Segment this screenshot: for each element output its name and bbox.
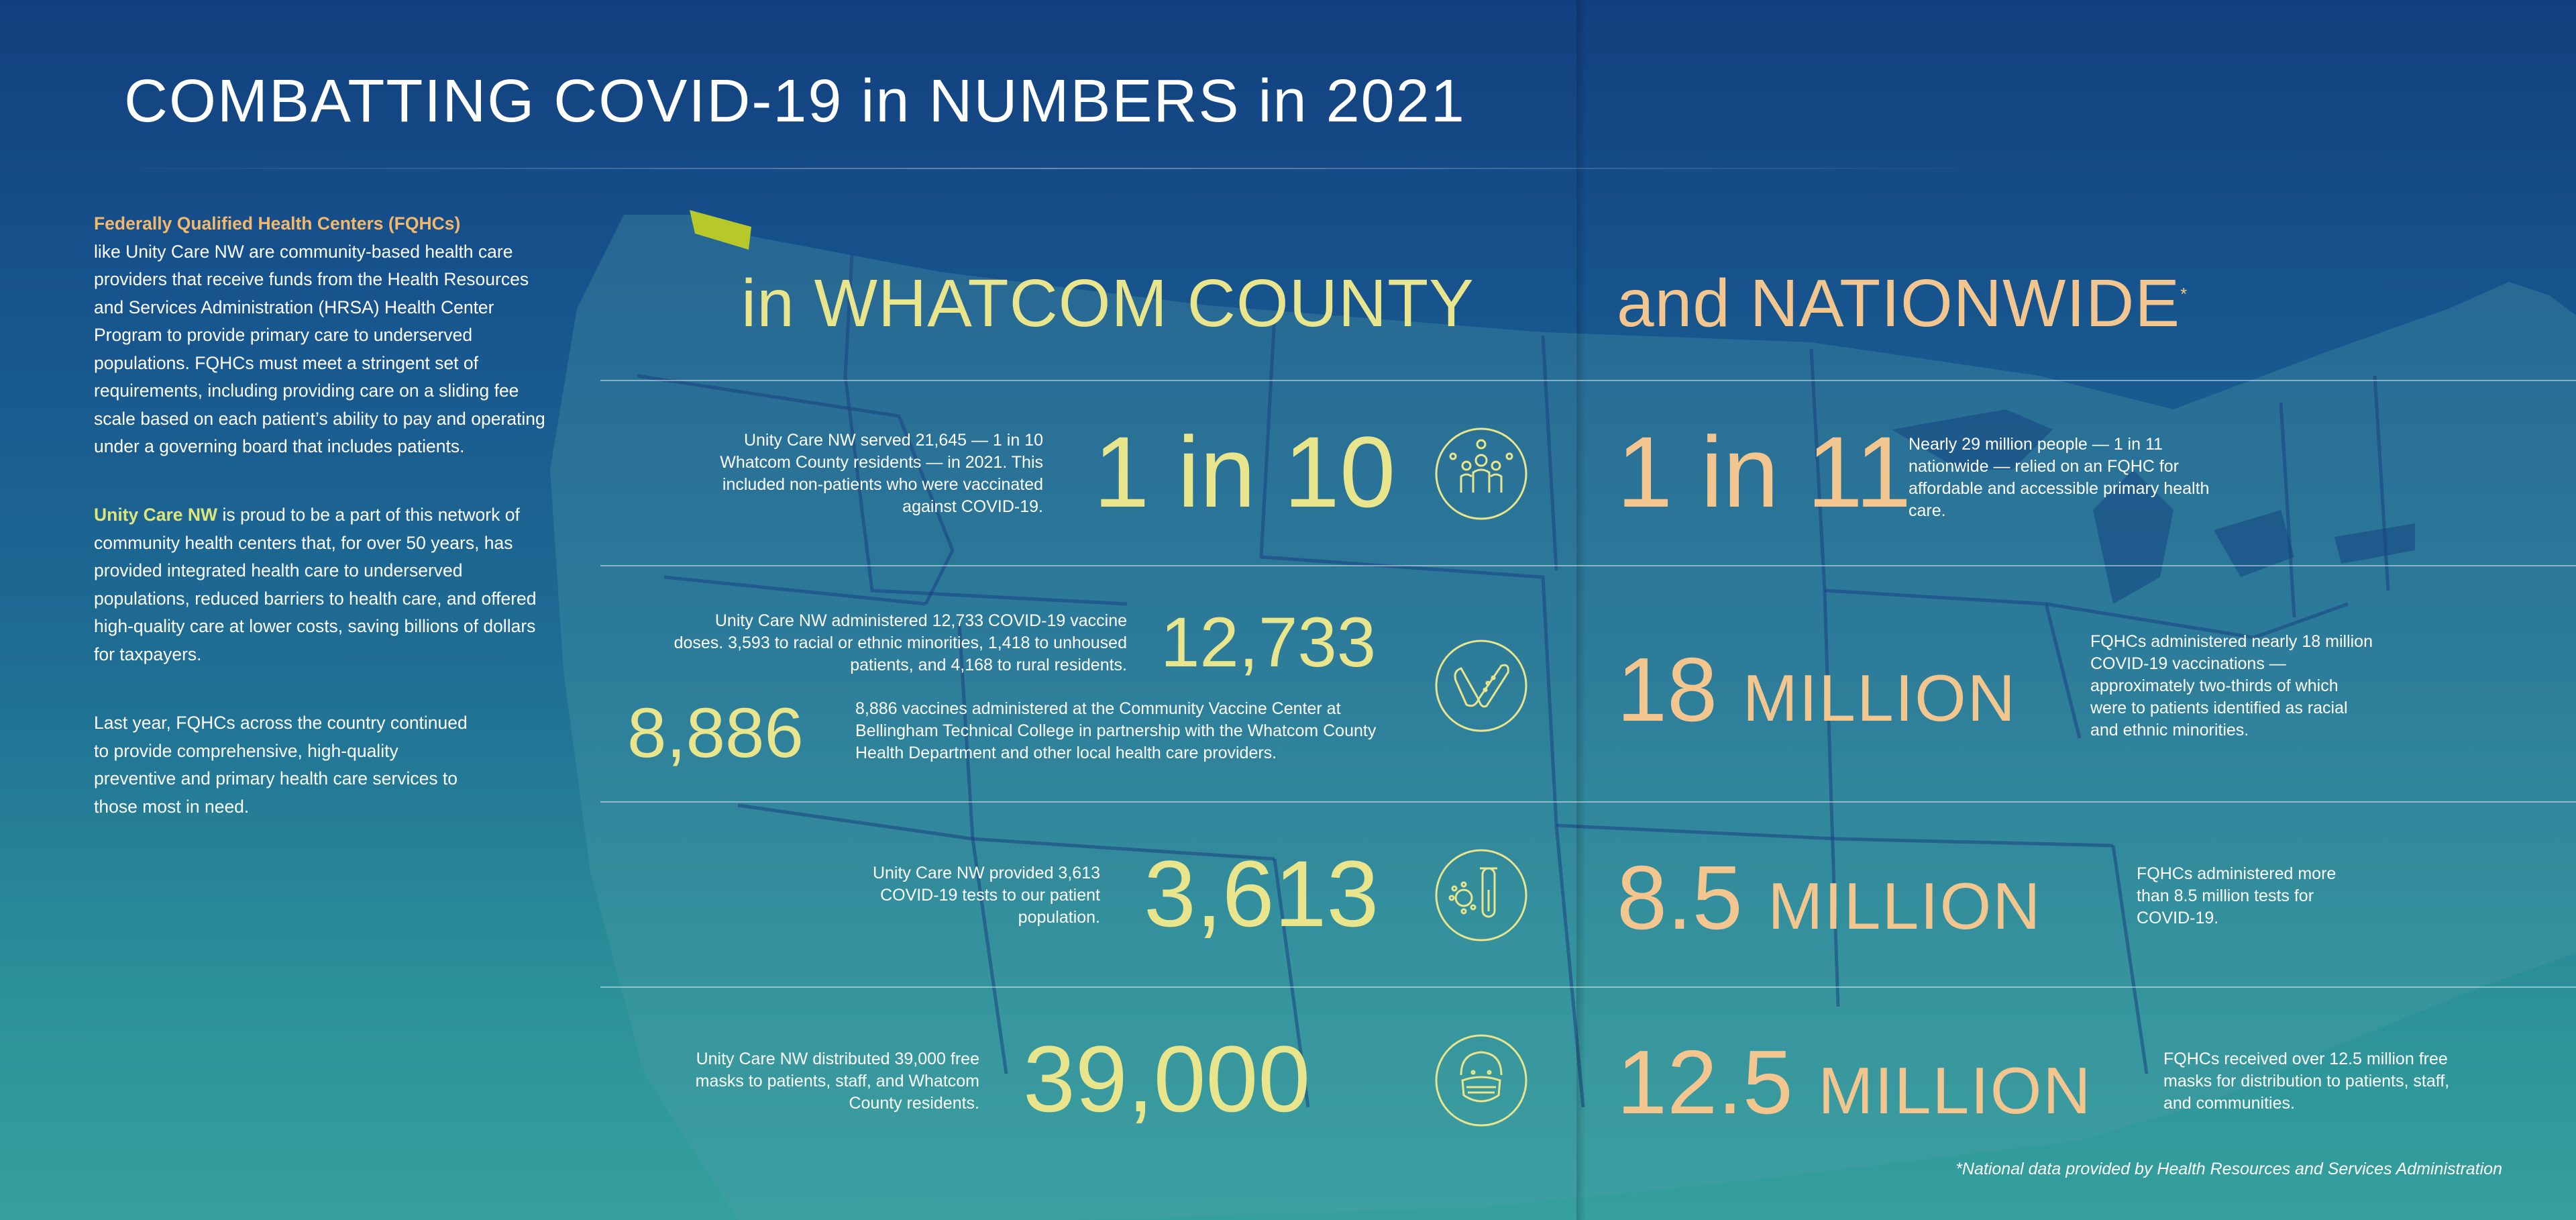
r3-national-description: FQHCs administered more than 8.5 million… bbox=[2137, 864, 2337, 927]
test-tube-virus-icon bbox=[1435, 849, 1527, 942]
whatcom-county-highlight bbox=[690, 210, 751, 250]
intro-fqhc-lead: Federally Qualified Health Centers (FQHC… bbox=[94, 213, 461, 234]
row-divider bbox=[600, 801, 2576, 803]
r1-local-number: 1 in 10 bbox=[1093, 415, 1396, 528]
r2-national-unit: MILLION bbox=[1742, 661, 2017, 735]
heading-nationwide-text: and NATIONWIDE bbox=[1617, 266, 2181, 341]
r2-national-description: FQHCs administered nearly 18 million COV… bbox=[2090, 632, 2373, 740]
r2-national-number: 18 bbox=[1617, 639, 1718, 740]
intro-paragraph-unity: Unity Care NW is proud to be a part of t… bbox=[94, 501, 550, 668]
state-borders bbox=[637, 254, 2390, 1108]
intro-last-year-text: Last year, FQHCs across the country cont… bbox=[94, 713, 468, 817]
great-lakes bbox=[1892, 409, 2415, 604]
heading-nationwide-asterisk: * bbox=[2180, 284, 2188, 304]
masked-face-icon bbox=[1435, 1034, 1527, 1127]
intro-paragraph-fqhc: Federally Qualified Health Centers (FQHC… bbox=[94, 210, 550, 461]
us-landmass bbox=[550, 215, 2576, 1220]
footnote: *National data provided by Health Resour… bbox=[1955, 1160, 2502, 1178]
r2-national-figure: 18 MILLION bbox=[1617, 644, 2017, 735]
r3-local-number: 3,613 bbox=[1144, 841, 1379, 946]
r2-local-number-secondary: 8,886 bbox=[627, 694, 804, 772]
title-divider bbox=[101, 168, 1999, 169]
heading-nationwide: and NATIONWIDE* bbox=[1617, 265, 2188, 342]
intro-unity-text: is proud to be a part of this network of… bbox=[94, 505, 537, 664]
r4-national-description: FQHCs received over 12.5 million free ma… bbox=[2163, 1050, 2450, 1113]
r4-local-description: Unity Care NW distributed 39,000 free ma… bbox=[695, 1050, 979, 1113]
r3-local-description: Unity Care NW provided 3,613 COVID-19 te… bbox=[872, 864, 1100, 927]
row-divider bbox=[600, 565, 2576, 566]
r4-national-figure: 12.5 MILLION bbox=[1617, 1037, 2092, 1127]
r2-local-number: 12,733 bbox=[1161, 603, 1377, 682]
row-divider bbox=[600, 986, 2576, 988]
r1-local-description: Unity Care NW served 21,645 — 1 in 10 Wh… bbox=[720, 431, 1043, 516]
r4-national-number: 12.5 bbox=[1617, 1031, 1793, 1133]
r1-national-number: 1 in 11 bbox=[1617, 415, 1912, 528]
r1-national-description: Nearly 29 million people — 1 in 11 natio… bbox=[1909, 435, 2210, 520]
r4-local-number: 39,000 bbox=[1023, 1026, 1311, 1131]
r2-local-description: Unity Care NW administered 12,733 COVID-… bbox=[674, 611, 1127, 674]
r2-local-description-secondary: 8,886 vaccines administered at the Commu… bbox=[855, 699, 1377, 762]
bandage-check-icon bbox=[1435, 640, 1527, 732]
intro-fqhc-text: like Unity Care NW are community-based h… bbox=[94, 241, 545, 457]
r4-national-unit: MILLION bbox=[1818, 1054, 2092, 1127]
r3-national-unit: MILLION bbox=[1768, 869, 2042, 943]
people-virus-icon bbox=[1435, 427, 1527, 520]
page-fold bbox=[1576, 0, 1586, 1220]
r3-national-figure: 8.5 MILLION bbox=[1617, 852, 2041, 943]
row-divider bbox=[600, 380, 2576, 381]
heading-whatcom-county: in WHATCOM COUNTY bbox=[741, 266, 1474, 341]
intro-unity-lead: Unity Care NW bbox=[94, 505, 218, 525]
page-title: COMBATTING COVID-19 in NUMBERS in 2021 bbox=[124, 68, 1466, 135]
r3-national-number: 8.5 bbox=[1617, 847, 1743, 948]
intro-paragraph-last-year: Last year, FQHCs across the country cont… bbox=[94, 709, 470, 821]
